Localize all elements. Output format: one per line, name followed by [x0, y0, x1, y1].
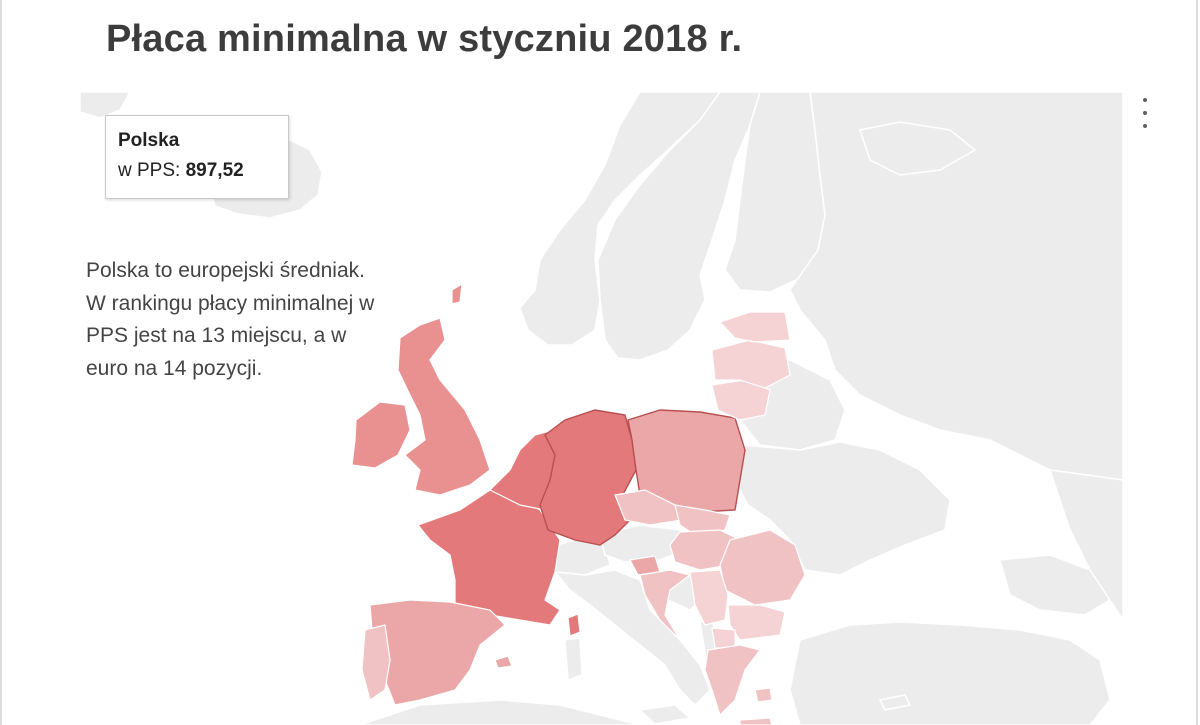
- land-north-africa: [359, 699, 641, 725]
- country-bulgaria[interactable]: [727, 604, 786, 641]
- tooltip-country: Polska: [118, 130, 180, 151]
- more-vert-icon[interactable]: [1138, 98, 1152, 128]
- tooltip-metric-label: w PPS:: [118, 160, 181, 181]
- land-sicily: [638, 704, 692, 725]
- land-sardinia: [564, 637, 583, 682]
- country-north-macedonia[interactable]: [711, 627, 736, 649]
- page-title: Płaca minimalna w styczniu 2018 r.: [106, 18, 743, 60]
- country-uk[interactable]: [397, 317, 491, 496]
- land-italy: [553, 569, 711, 707]
- country-greece[interactable]: [704, 644, 762, 717]
- land-turkey: [789, 621, 1111, 725]
- land-norway: [519, 92, 721, 346]
- country-serbia[interactable]: [689, 569, 729, 626]
- country-poland[interactable]: [627, 409, 746, 513]
- map-tooltip: Polska w PPS: 897,52: [105, 115, 289, 199]
- land-cyprus: [878, 694, 912, 711]
- europe-map[interactable]: [80, 92, 1123, 725]
- land-sweden: [597, 92, 761, 361]
- country-ireland[interactable]: [351, 401, 411, 469]
- country-latvia[interactable]: [711, 339, 791, 389]
- country-corsica[interactable]: [567, 613, 581, 637]
- country-slovakia[interactable]: [674, 504, 731, 536]
- country-estonia[interactable]: [718, 311, 791, 343]
- country-spain[interactable]: [369, 599, 506, 706]
- country-scotland-islands[interactable]: [451, 282, 463, 305]
- tooltip-row: w PPS: 897,52: [118, 154, 288, 188]
- country-croatia[interactable]: [639, 569, 692, 641]
- land-caucasus: [999, 554, 1112, 616]
- tooltip-value: 897,52: [185, 160, 244, 181]
- land-ukraine: [734, 441, 951, 576]
- annotation-note: Polska to europejski średniak. W ranking…: [86, 259, 375, 380]
- land-greenland: [80, 92, 131, 119]
- country-portugal[interactable]: [361, 624, 391, 701]
- country-greek-islands[interactable]: [739, 687, 773, 725]
- land-kazakh: [1048, 469, 1123, 622]
- country-baleares[interactable]: [494, 655, 513, 669]
- land-kola: [859, 121, 977, 176]
- country-germany[interactable]: [539, 409, 637, 546]
